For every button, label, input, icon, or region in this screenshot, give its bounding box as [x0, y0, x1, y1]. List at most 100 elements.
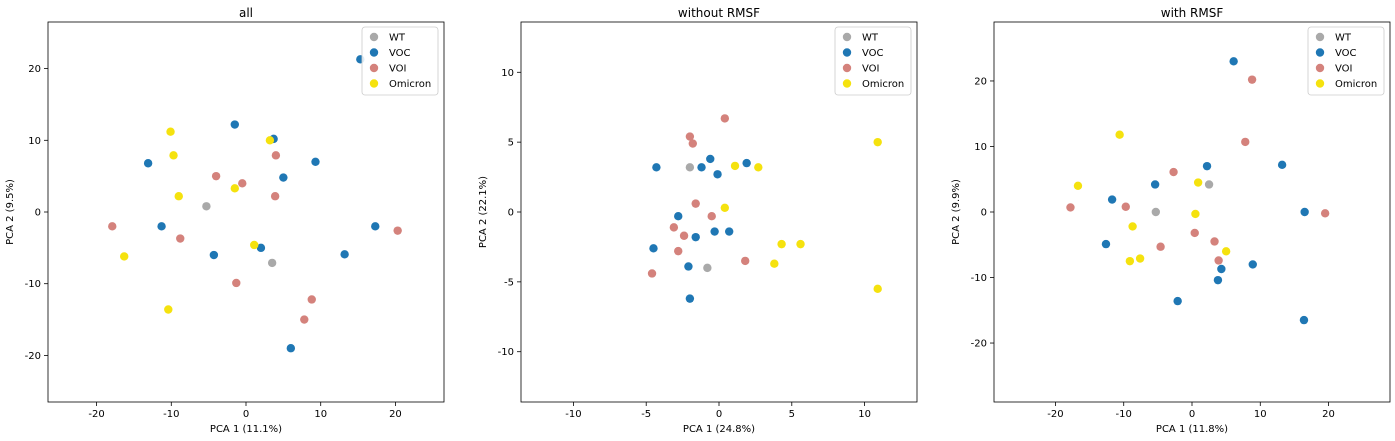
y-tick-label: 10: [28, 136, 41, 147]
x-tick-label: 10: [1254, 409, 1267, 420]
data-point: [202, 202, 211, 211]
data-point: [1221, 247, 1231, 256]
data-point: [674, 246, 683, 256]
data-point: [730, 161, 740, 171]
data-point: [703, 263, 712, 273]
data-point: [647, 269, 657, 278]
chart-title: with RMSF: [1161, 6, 1224, 20]
y-tick-label: 0: [981, 208, 987, 219]
y-tick-label: 20: [974, 76, 987, 87]
legend-marker: [369, 32, 379, 42]
data-point: [741, 256, 750, 266]
data-point: [1150, 180, 1160, 189]
x-axis-label: PCA 1 (24.8%): [683, 424, 755, 435]
legend-marker: [1315, 48, 1325, 57]
data-point: [1101, 239, 1111, 249]
x-tick-label: -20: [88, 409, 104, 420]
y-axis-label: PCA 2 (22.1%): [478, 176, 489, 248]
data-point: [371, 222, 380, 231]
y-tick-label: 10: [974, 142, 987, 153]
data-point: [311, 157, 320, 167]
x-tick-label: -10: [565, 409, 581, 420]
series-voc: [1101, 57, 1309, 325]
legend-label: Omicron: [389, 79, 431, 90]
y-axis-label: PCA 2 (9.9%): [951, 179, 962, 245]
data-point: [1191, 209, 1200, 219]
plot-frame: [520, 21, 918, 403]
data-point: [157, 222, 166, 231]
legend-marker: [1315, 63, 1325, 73]
data-point: [120, 252, 129, 261]
data-point: [256, 243, 266, 253]
data-point: [710, 227, 719, 236]
legend-marker: [369, 63, 379, 73]
legend-marker: [842, 63, 852, 73]
data-point: [300, 315, 309, 324]
x-tick-label: -5: [641, 409, 651, 420]
data-point: [777, 239, 786, 249]
x-tick-label: -10: [1116, 409, 1132, 420]
data-point: [230, 120, 239, 129]
data-point: [1299, 315, 1309, 325]
data-point: [720, 114, 730, 123]
y-tick-label: -10: [25, 279, 41, 290]
x-tick-label: 0: [243, 409, 249, 420]
legend-label: VOI: [1335, 64, 1353, 75]
data-point: [1213, 275, 1223, 285]
series-voi: [1066, 75, 1330, 265]
data-point: [1121, 202, 1130, 211]
legend-marker: [1315, 32, 1325, 42]
plot-frame: [47, 21, 445, 403]
legend-box: [361, 26, 439, 96]
chart-title: without RMSF: [678, 6, 760, 20]
legend-label: VOC: [1335, 48, 1357, 59]
data-point: [1204, 180, 1214, 189]
data-point: [684, 262, 693, 271]
data-point: [685, 132, 695, 141]
data-point: [270, 192, 280, 201]
legend-label: VOI: [862, 64, 880, 75]
data-point: [271, 151, 281, 160]
data-point: [1135, 254, 1145, 263]
data-point: [706, 154, 715, 164]
data-point: [307, 295, 316, 304]
data-point: [685, 294, 695, 303]
data-point: [1066, 203, 1075, 212]
data-point: [713, 170, 722, 179]
data-point: [279, 173, 288, 182]
data-point: [669, 223, 679, 232]
data-point: [754, 163, 763, 172]
series-voi: [647, 114, 750, 278]
legend-marker: [1315, 79, 1325, 88]
x-tick-label: 20: [1322, 409, 1335, 420]
legend-box: [1307, 26, 1385, 96]
x-tick-label: -10: [163, 409, 179, 420]
data-point: [724, 227, 734, 236]
legend-label: VOI: [389, 64, 407, 75]
y-tick-label: -10: [971, 273, 987, 284]
x-tick-label: 10: [858, 409, 871, 420]
legend-marker: [369, 79, 379, 88]
x-tick-label: 0: [1189, 409, 1195, 420]
y-tick-label: 10: [501, 68, 514, 79]
data-point: [707, 211, 716, 221]
data-point: [697, 163, 706, 172]
series-voi: [108, 151, 402, 324]
data-point: [1210, 237, 1219, 246]
chart-panel-3: with RMSF -20 -10 0 10 20 -20 -10 0 10 20 PCA 1 (11…: [951, 6, 1391, 435]
data-point: [250, 240, 259, 250]
y-tick-label: 20: [28, 64, 41, 75]
data-point: [1320, 209, 1330, 218]
data-point: [340, 250, 349, 259]
data-point: [742, 158, 751, 168]
data-point: [770, 259, 779, 268]
series-wt: [685, 163, 712, 273]
legend: WT VOC VOI Omicron: [361, 26, 439, 96]
legend-label: Omicron: [862, 79, 904, 90]
data-point: [1073, 181, 1083, 190]
data-point: [393, 226, 402, 235]
legend-label: WT: [389, 33, 406, 44]
data-point: [679, 231, 689, 240]
data-point: [1169, 167, 1178, 177]
data-point: [649, 244, 658, 253]
